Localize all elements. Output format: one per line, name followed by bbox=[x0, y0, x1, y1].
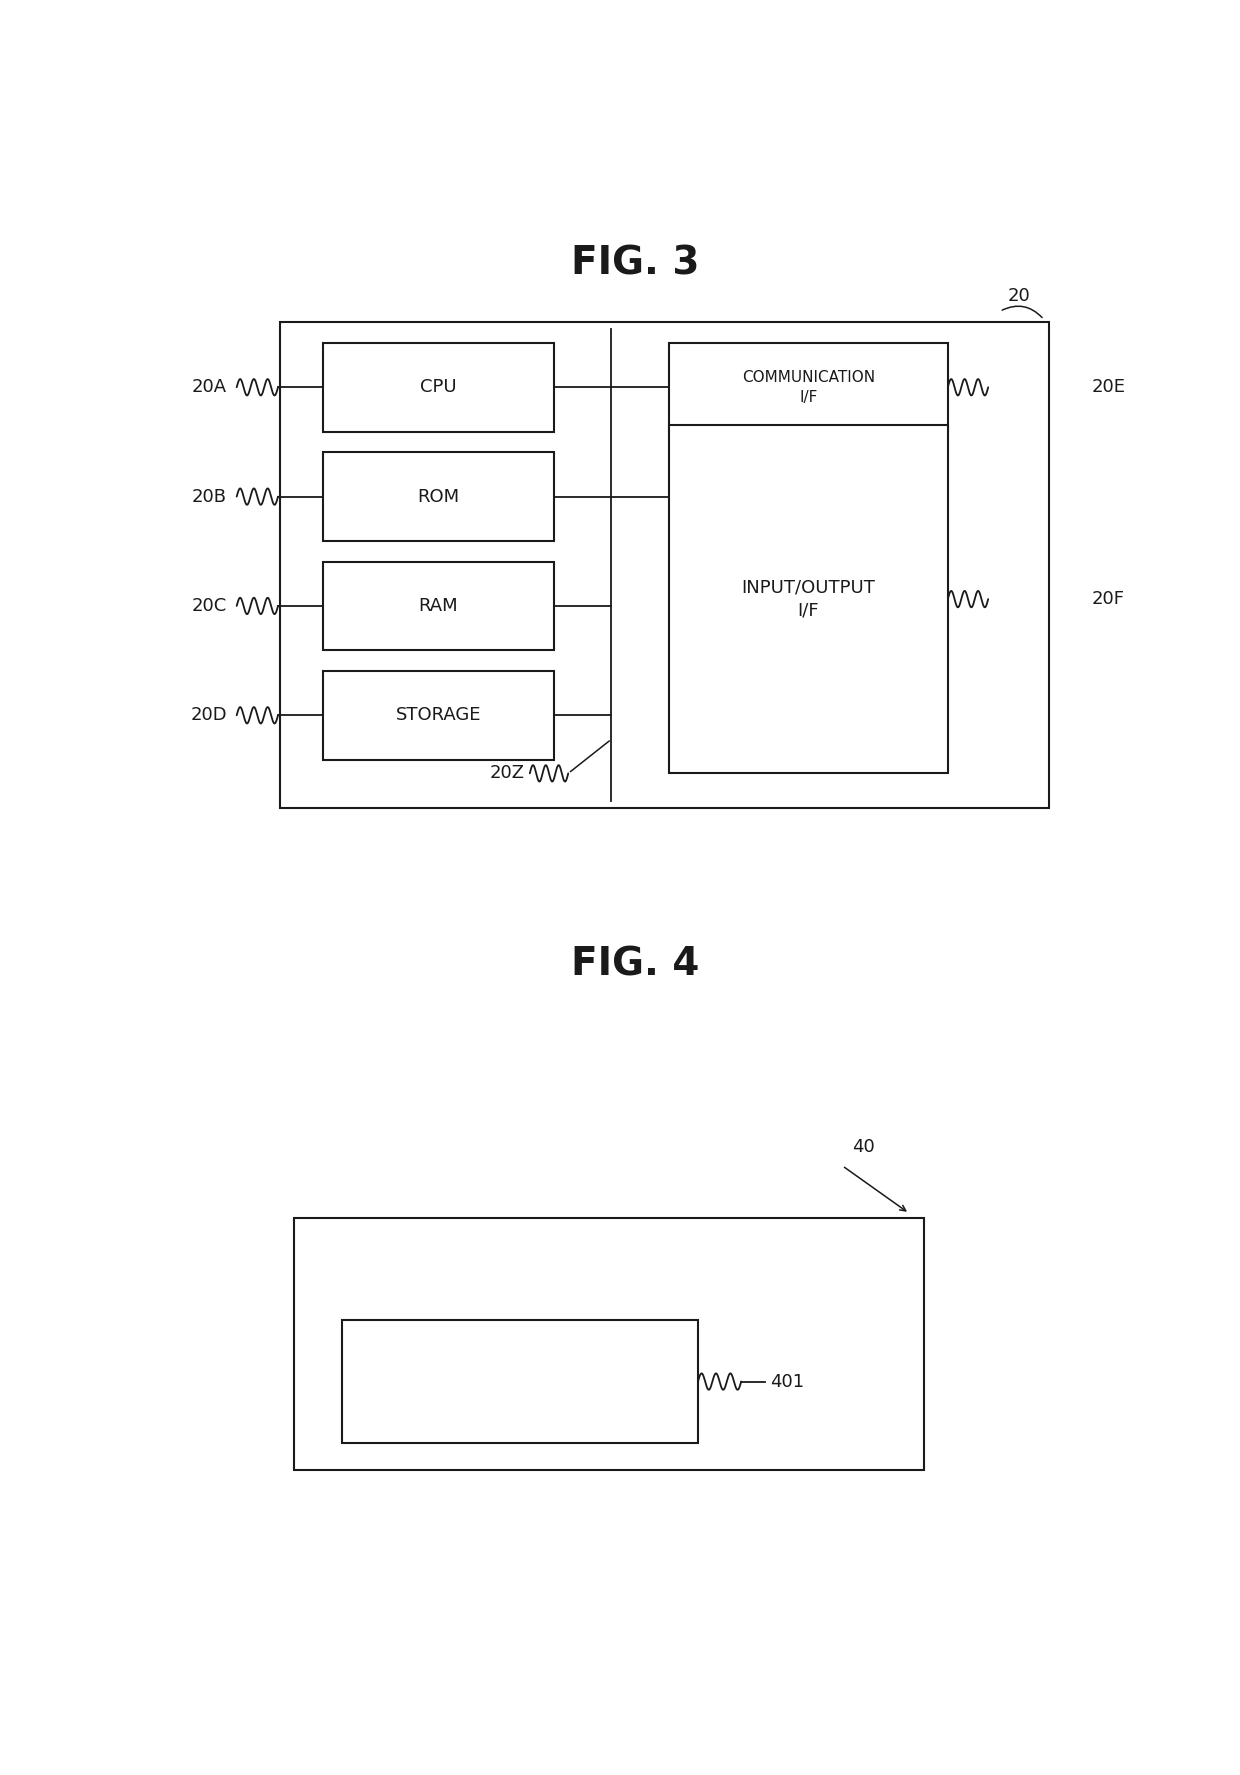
Text: FIG. 4: FIG. 4 bbox=[572, 946, 699, 983]
Text: 20F: 20F bbox=[1092, 589, 1125, 609]
Text: 20A: 20A bbox=[192, 378, 227, 396]
Bar bbox=[342, 1321, 698, 1443]
Text: 40: 40 bbox=[852, 1138, 874, 1156]
Bar bbox=[324, 671, 554, 760]
Text: COMMUNICATION
I/F: COMMUNICATION I/F bbox=[742, 369, 875, 405]
Bar bbox=[670, 343, 947, 431]
Text: FIG. 3: FIG. 3 bbox=[572, 245, 699, 282]
Bar bbox=[324, 343, 554, 431]
Text: INPUT/OUTPUT
I/F: INPUT/OUTPUT I/F bbox=[742, 579, 875, 619]
Bar bbox=[294, 1218, 924, 1470]
Text: 20: 20 bbox=[1007, 286, 1030, 305]
Text: STORAGE: STORAGE bbox=[396, 706, 481, 724]
Text: 20Z: 20Z bbox=[490, 765, 525, 783]
Text: 20D: 20D bbox=[191, 706, 227, 724]
Text: CPU: CPU bbox=[420, 378, 456, 396]
Text: 20E: 20E bbox=[1092, 378, 1126, 396]
Bar bbox=[324, 561, 554, 650]
Bar bbox=[280, 323, 1049, 808]
Text: ROM: ROM bbox=[418, 488, 460, 506]
Text: RAM: RAM bbox=[419, 596, 459, 614]
Bar bbox=[324, 453, 554, 541]
Text: 20B: 20B bbox=[192, 488, 227, 506]
Text: 401: 401 bbox=[770, 1372, 805, 1390]
Bar bbox=[670, 424, 947, 774]
Text: 20C: 20C bbox=[192, 596, 227, 614]
